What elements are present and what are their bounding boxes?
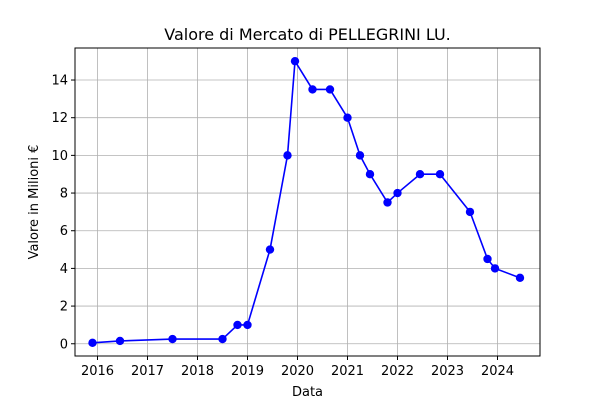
plot-frame [74,47,541,357]
data-point [490,264,500,273]
y-tick-label: 10 [51,149,68,164]
data-point [290,56,300,66]
series-line [92,60,521,344]
data-point [218,334,227,344]
y-tick-label: 6 [60,224,68,239]
x-tick-label: 2017 [131,364,164,379]
data-point [343,113,352,122]
data-point [415,170,425,179]
x-tick-label: 2022 [381,364,414,379]
data-point [233,320,242,330]
x-tick-label: 2019 [231,364,264,379]
data-point [483,254,492,264]
y-tick-label: 8 [60,187,68,202]
data-point [115,336,125,346]
data-point [465,207,475,217]
x-tick-label: 2016 [81,364,114,379]
data-point [383,198,392,207]
data-point [283,151,292,160]
x-tick-label: 2018 [181,364,214,379]
data-point [265,245,275,254]
y-tick-label: 0 [60,337,68,352]
axis-ticks: 2016 2017 2018 2019 2020 2021 2022 2023 2024 0 2 4 6… [51,74,514,379]
series-layer [88,56,525,348]
x-tick-label: 2020 [281,364,314,379]
y-tick-label: 12 [51,111,68,126]
data-point [168,334,177,344]
data-point [88,338,97,348]
data-point [355,151,365,160]
y-tick-label: 4 [60,262,68,277]
data-point [325,85,335,94]
chart-title: Valore di Mercato di PELLEGRINI LU. [164,25,451,44]
y-tick-label: 14 [51,74,68,89]
x-axis-label: Data [292,385,323,400]
grid [75,48,540,356]
x-tick-label: 2021 [331,364,364,379]
data-point [365,170,375,179]
x-tick-label: 2024 [481,364,514,379]
data-point [308,85,317,94]
y-axis-label: Valore in Milioni € [27,145,42,260]
data-point [243,320,252,330]
data-point [435,170,445,179]
data-point [393,188,402,198]
x-tick-label: 2023 [431,364,464,379]
y-tick-label: 2 [60,300,68,315]
data-point [515,273,525,283]
